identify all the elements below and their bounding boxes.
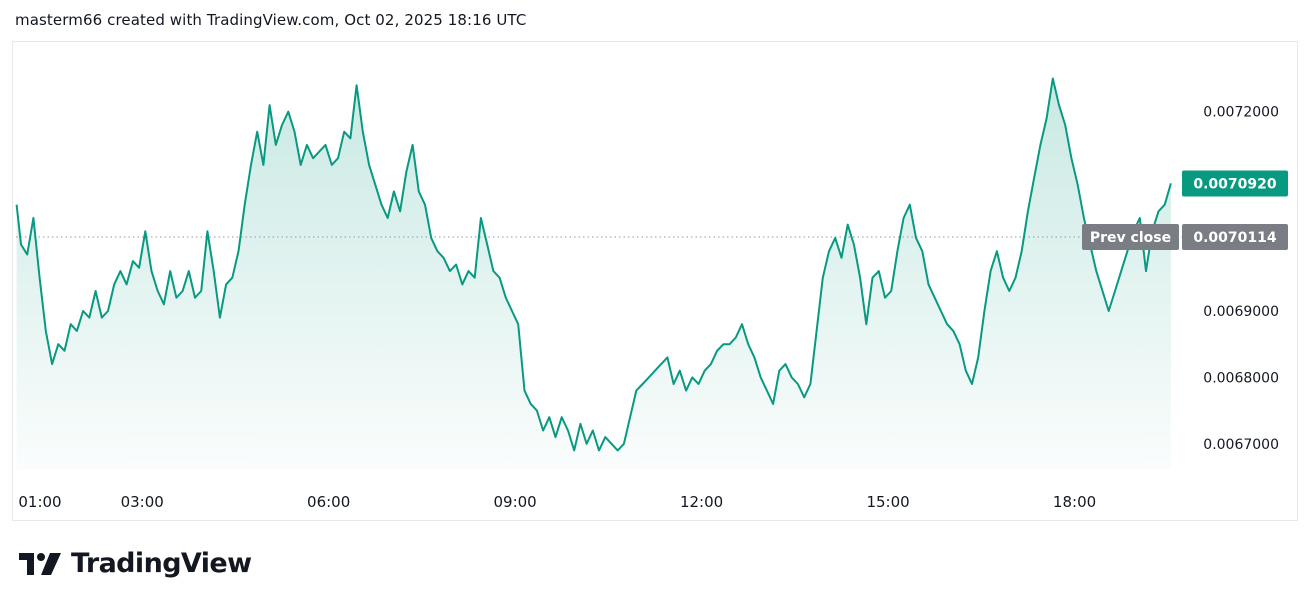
y-tick-label: 0.0069000 xyxy=(1203,304,1279,320)
x-axis: 01:00 03:00 06:00 09:00 12:00 15:00 18:00 xyxy=(18,493,1096,511)
prev-close-value-badge-bg xyxy=(1182,223,1288,250)
prev-close-label-bg xyxy=(1082,223,1179,250)
y-axis: 0.0072000 0.0069000 0.0068000 0.0067000 xyxy=(1203,105,1279,453)
price-badges: 0.0070920 Prev close 0.0070114 xyxy=(1082,170,1288,250)
tradingview-logo-text: TradingView xyxy=(71,548,252,579)
price-line xyxy=(15,77,1172,452)
x-tick-label: 12:00 xyxy=(680,493,723,511)
x-tick-label: 15:00 xyxy=(866,493,909,511)
x-tick-label: 03:00 xyxy=(121,493,164,511)
x-tick-label: 06:00 xyxy=(307,493,350,511)
y-tick-label: 0.0067000 xyxy=(1203,437,1279,453)
tradingview-logo-icon xyxy=(19,552,61,575)
last-price-badge: 0.0070920 xyxy=(1193,176,1277,192)
x-tick-label: 09:00 xyxy=(494,493,537,511)
x-tick-label: 18:00 xyxy=(1053,493,1096,511)
x-tick-label: 01:00 xyxy=(18,493,61,511)
y-tick-label: 0.0072000 xyxy=(1203,105,1279,121)
prev-close-value-badge: 0.0070114 xyxy=(1193,230,1277,246)
chart-frame xyxy=(12,41,1298,521)
y-tick-label: 0.0068000 xyxy=(1203,370,1279,386)
prev-close-label: Prev close xyxy=(1090,230,1171,246)
chart-attribution: masterm66 created with TradingView.com, … xyxy=(15,11,527,29)
tradingview-logo: TradingView xyxy=(17,548,252,579)
last-price-badge-bg xyxy=(1182,170,1288,197)
price-area-fill xyxy=(16,78,1171,469)
